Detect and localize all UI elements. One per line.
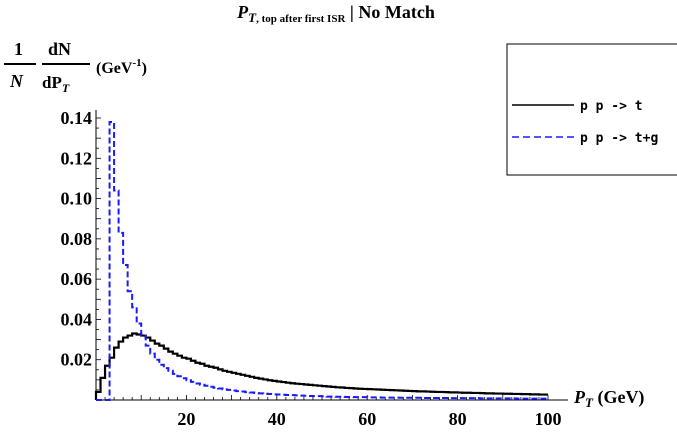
chart-title: PT, top after first ISR | No Match (236, 2, 435, 25)
y-tick-label: 0.04 (61, 309, 93, 329)
legend-label-0: p p -> t (580, 99, 643, 114)
y-label-units: (GeV-1) (96, 57, 147, 77)
series-0-histogram (94, 332, 548, 400)
x-tick-label: 80 (449, 409, 467, 429)
legend-label-1: p p -> t+g (580, 131, 658, 146)
y-tick-label: 0.12 (61, 148, 93, 168)
y-tick-label: 0.02 (61, 350, 93, 370)
y-label-num-left: 1 (14, 39, 23, 59)
y-tick-label: 0.06 (61, 269, 93, 289)
x-tick-label: 60 (358, 409, 376, 429)
y-tick-label: 0.10 (61, 189, 93, 209)
legend: p p -> t p p -> t+g (506, 43, 677, 176)
series-1-histogram (96, 121, 548, 401)
y-ticks: 0.02 0.04 0.06 0.08 0.10 0.12 0.14 (61, 108, 101, 391)
series-layer (94, 121, 548, 401)
y-label-num-right: dN (48, 39, 71, 59)
x-tick-label: 100 (535, 409, 562, 429)
y-label-den-right: dPT (42, 73, 70, 95)
y-label-den-left: N (9, 71, 24, 91)
legend-box (506, 43, 677, 176)
y-tick-label: 0.14 (61, 108, 93, 128)
x-tick-label: 40 (268, 409, 286, 429)
x-ticks: 20 40 60 80 100 (104, 395, 562, 429)
y-axis-label: 1 N dN dPT (GeV-1) (4, 39, 147, 95)
x-tick-label: 20 (177, 409, 195, 429)
y-tick-label: 0.08 (61, 229, 93, 249)
x-axis-label: PT (GeV) (573, 387, 644, 410)
